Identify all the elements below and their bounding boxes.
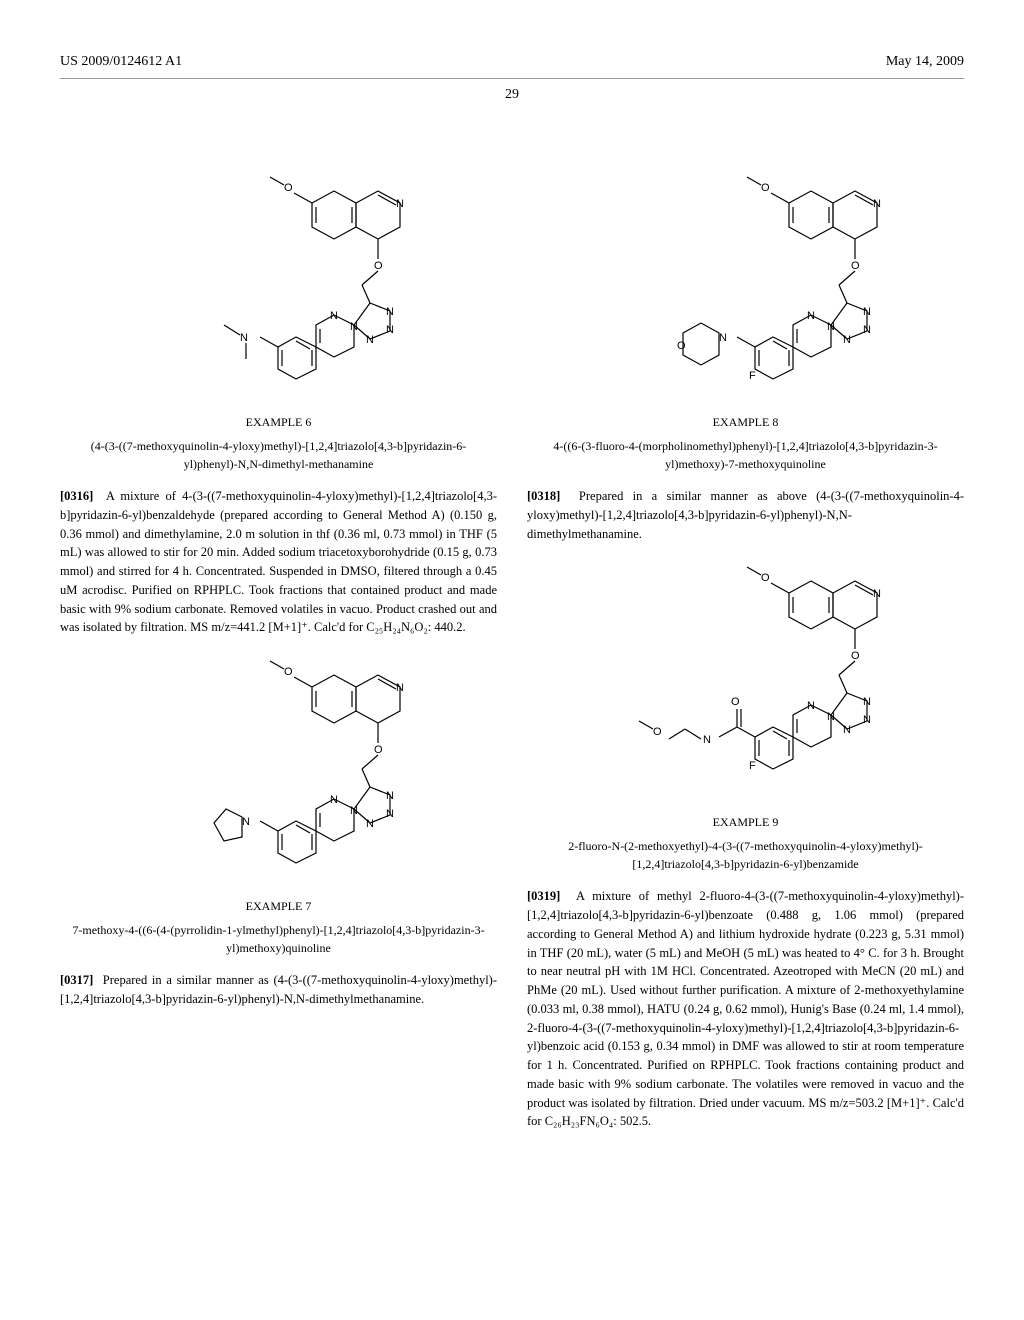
svg-text:O: O — [731, 696, 740, 708]
svg-text:N: N — [386, 790, 394, 802]
para-num-0318: [0318] — [527, 489, 560, 503]
example-9-title: EXAMPLE 9 — [527, 813, 964, 831]
svg-text:O: O — [284, 182, 293, 194]
page-number: 29 — [60, 87, 964, 103]
svg-text:O: O — [284, 666, 293, 678]
example-8-name: 4-((6-(3-fluoro-4-(morpholinomethyl)phen… — [527, 437, 964, 473]
left-column: O N O N N N N N — [60, 143, 497, 1137]
svg-text:F: F — [749, 760, 756, 772]
svg-text:N: N — [873, 198, 881, 210]
svg-text:O: O — [374, 744, 383, 756]
svg-text:O: O — [761, 572, 770, 584]
svg-text:N: N — [350, 805, 358, 817]
svg-text:N: N — [827, 321, 835, 333]
structure-ex6: O N O N N N N N — [60, 163, 497, 393]
svg-text:N: N — [386, 324, 394, 336]
svg-text:N: N — [366, 818, 374, 830]
svg-text:O: O — [374, 260, 383, 272]
para-0317: [0317] Prepared in a similar manner as (… — [60, 971, 497, 1009]
right-column: O N O N N N N N — [527, 143, 964, 1137]
para-text-0317: Prepared in a similar manner as (4-(3-((… — [60, 973, 497, 1006]
svg-text:N: N — [703, 734, 711, 746]
example-6-title: EXAMPLE 6 — [60, 413, 497, 431]
svg-text:N: N — [330, 310, 338, 322]
svg-text:N: N — [807, 310, 815, 322]
svg-text:N: N — [386, 306, 394, 318]
svg-text:N: N — [719, 332, 727, 344]
svg-text:O: O — [653, 726, 662, 738]
svg-text:N: N — [863, 696, 871, 708]
svg-text:N: N — [843, 334, 851, 346]
svg-text:N: N — [863, 324, 871, 336]
svg-text:F: F — [749, 370, 756, 382]
svg-text:N: N — [807, 700, 815, 712]
example-6-name: (4-(3-((7-methoxyquinolin-4-yloxy)methyl… — [60, 437, 497, 473]
svg-text:O: O — [677, 340, 686, 352]
svg-text:N: N — [863, 714, 871, 726]
svg-text:N: N — [240, 332, 248, 344]
svg-text:O: O — [851, 260, 860, 272]
svg-text:O: O — [851, 650, 860, 662]
two-column-layout: O N O N N N N N — [60, 143, 964, 1137]
para-num-0316: [0316] — [60, 489, 93, 503]
para-0318: [0318] Prepared in a similar manner as a… — [527, 487, 964, 543]
para-text-0316: A mixture of 4-(3-((7-methoxyquinolin-4-… — [60, 489, 497, 634]
publication-number: US 2009/0124612 A1 — [60, 54, 182, 70]
svg-text:N: N — [396, 682, 404, 694]
para-0319: [0319] A mixture of methyl 2-fluoro-4-(3… — [527, 887, 964, 1131]
svg-text:N: N — [386, 808, 394, 820]
svg-text:N: N — [242, 816, 250, 828]
example-7-title: EXAMPLE 7 — [60, 897, 497, 915]
svg-text:N: N — [330, 794, 338, 806]
structure-ex8: O N O N N N N N — [527, 163, 964, 393]
para-num-0317: [0317] — [60, 973, 93, 987]
example-8-title: EXAMPLE 8 — [527, 413, 964, 431]
example-7-name: 7-methoxy-4-((6-(4-(pyrrolidin-1-ylmethy… — [60, 921, 497, 957]
svg-text:N: N — [843, 724, 851, 736]
publication-date: May 14, 2009 — [886, 54, 964, 70]
svg-text:N: N — [863, 306, 871, 318]
para-text-0318: Prepared in a similar manner as above (4… — [527, 489, 964, 541]
structure-ex7: O N O N N N N N — [60, 657, 497, 877]
svg-text:N: N — [350, 321, 358, 333]
svg-text:N: N — [873, 588, 881, 600]
page-header: US 2009/0124612 A1 May 14, 2009 — [60, 54, 964, 79]
structure-ex9: O N O N N N N N — [527, 563, 964, 793]
para-num-0319: [0319] — [527, 889, 560, 903]
example-9-name: 2-fluoro-N-(2-methoxyethyl)-4-(3-((7-met… — [527, 837, 964, 873]
svg-text:N: N — [827, 711, 835, 723]
svg-text:N: N — [396, 198, 404, 210]
svg-text:N: N — [366, 334, 374, 346]
para-text-0319: A mixture of methyl 2-fluoro-4-(3-((7-me… — [527, 889, 964, 1128]
para-0316: [0316] A mixture of 4-(3-((7-methoxyquin… — [60, 487, 497, 637]
svg-text:O: O — [761, 182, 770, 194]
